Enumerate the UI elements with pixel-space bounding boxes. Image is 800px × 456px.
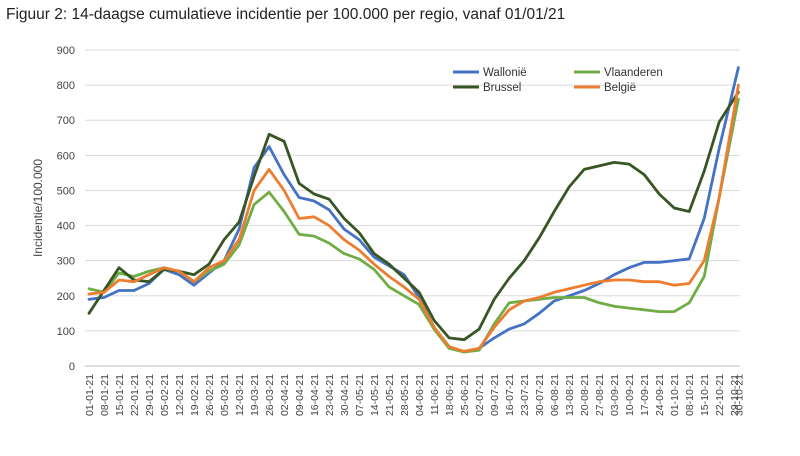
x-tick-label: 29-10-21 [729, 374, 741, 416]
x-tick-label: 14-05-21 [369, 374, 381, 416]
x-tick-label: 26-02-21 [204, 374, 216, 416]
x-tick-label: 18-06-21 [444, 374, 456, 416]
legend-label: Vlaanderen [604, 67, 663, 79]
x-tick-label: 02-07-21 [474, 374, 486, 416]
x-tick-label: 07-05-21 [354, 374, 366, 416]
x-tick-label: 30-10-21 [733, 374, 745, 416]
y-tick-label: 600 [57, 150, 75, 162]
x-tick-label: 10-09-21 [624, 374, 636, 416]
x-tick-label: 16-07-21 [504, 374, 516, 416]
y-tick-label: 900 [57, 45, 75, 57]
x-tick-label: 12-02-21 [174, 374, 186, 416]
x-tick-label: 03-09-21 [609, 374, 621, 416]
x-tick-label: 26-03-21 [264, 374, 276, 416]
x-tick-label: 13-08-21 [564, 374, 576, 416]
x-tick-label: 15-01-21 [114, 374, 126, 416]
x-tick-label: 15-10-21 [699, 374, 711, 416]
x-tick-label: 23-04-21 [324, 374, 336, 416]
x-tick-label: 16-04-21 [309, 374, 321, 416]
y-tick-label: 100 [57, 326, 75, 338]
x-tick-label: 09-04-21 [294, 374, 306, 416]
y-tick-label: 300 [57, 256, 75, 268]
x-tick-label: 01-01-21 [84, 374, 96, 416]
chart-title: Figuur 2: 14-daagse cumulatieve incident… [6, 6, 566, 23]
x-tick-label: 25-06-21 [459, 374, 471, 416]
y-tick-label: 500 [57, 185, 75, 197]
legend-label: Brussel [483, 82, 521, 94]
x-tick-label: 04-06-21 [414, 374, 426, 416]
x-tick-label: 24-09-21 [654, 374, 666, 416]
legend-label: België [604, 82, 636, 94]
x-tick-label: 12-03-21 [234, 374, 246, 416]
x-tick-label: 21-05-21 [384, 374, 396, 416]
y-tick-label: 0 [69, 361, 75, 373]
x-tick-label: 08-01-21 [99, 374, 111, 416]
x-tick-label: 06-08-21 [549, 374, 561, 416]
series-line-brussel [87, 90, 740, 342]
y-tick-label: 800 [57, 80, 75, 92]
series-line-belgië [87, 83, 740, 353]
x-tick-label: 09-07-21 [489, 374, 501, 416]
legend-label: Wallonië [483, 67, 527, 79]
x-tick-label: 02-04-21 [279, 374, 291, 416]
x-tick-label: 22-01-21 [129, 374, 141, 416]
x-tick-label: 30-07-21 [534, 374, 546, 416]
x-tick-label: 20-08-21 [579, 374, 591, 416]
x-tick-label: 30-04-21 [339, 374, 351, 416]
y-axis-label: Incidentie/100.000 [31, 159, 45, 257]
x-tick-label: 17-09-21 [639, 374, 651, 416]
x-tick-label: 05-02-21 [159, 374, 171, 416]
x-tick-label: 23-07-21 [519, 374, 531, 416]
x-tick-label: 08-10-21 [684, 374, 696, 416]
x-tick-label: 05-03-21 [219, 374, 231, 416]
x-tick-label: 27-08-21 [594, 374, 606, 416]
x-tick-label: 28-05-21 [399, 374, 411, 416]
x-tick-label: 19-02-21 [189, 374, 201, 416]
y-tick-label: 700 [57, 115, 75, 127]
x-tick-label: 01-10-21 [669, 374, 681, 416]
y-tick-label: 400 [57, 221, 75, 233]
x-tick-label: 11-06-21 [429, 374, 441, 415]
x-tick-label: 19-03-21 [249, 374, 261, 416]
y-tick-label: 200 [57, 291, 75, 303]
x-tick-label: 22-10-21 [714, 374, 726, 416]
x-tick-label: 29-01-21 [144, 374, 156, 416]
